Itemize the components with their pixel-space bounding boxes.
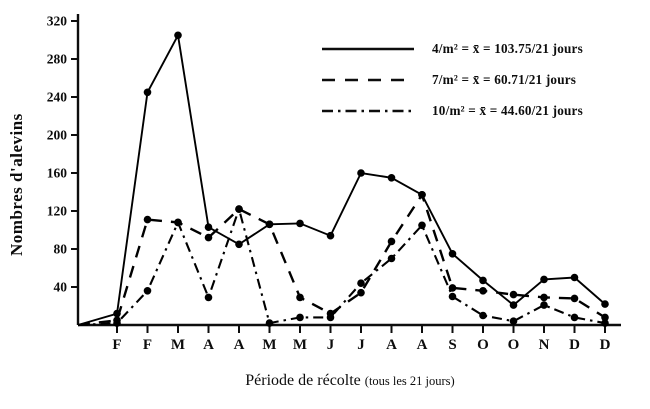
series-1-point xyxy=(357,288,365,297)
series-0-point xyxy=(479,276,487,285)
series-0-point xyxy=(235,240,243,249)
x-tick-label: A xyxy=(417,337,428,353)
series-2-point xyxy=(113,319,121,327)
series-2-point xyxy=(479,311,487,320)
series-1-point xyxy=(570,294,579,303)
y-tick-label: 40 xyxy=(54,280,68,295)
y-tick-label: 320 xyxy=(47,14,68,29)
series-2-point xyxy=(418,221,426,230)
x-tick-label: D xyxy=(569,337,580,353)
y-axis-title: Nombres d'alevins xyxy=(7,113,26,257)
series-2-point xyxy=(143,287,152,295)
x-tick-label: S xyxy=(448,337,456,353)
series-2-point xyxy=(448,292,457,301)
series-1-point xyxy=(418,191,426,199)
series-2-point xyxy=(265,319,274,327)
x-tick-label: N xyxy=(539,337,550,353)
legend: 4/m² = x̄ = 103.75/21 jours 7/m² = x̄ = … xyxy=(318,33,583,126)
series-0-point xyxy=(143,88,152,97)
legend-line-dashed-icon xyxy=(322,78,414,81)
series-2-point xyxy=(235,205,243,213)
series-0-point xyxy=(540,275,548,284)
x-tick-label: A xyxy=(386,337,397,353)
series-2-point xyxy=(540,301,548,309)
x-axis-title-suffix: (tous les 21 jours) xyxy=(364,374,455,388)
x-tick-label: A xyxy=(234,337,245,353)
legend-label: 7/m² = x̄ = 60.71/21 jours xyxy=(432,71,577,87)
x-tick-label: D xyxy=(600,337,611,353)
series-0-point xyxy=(357,169,365,177)
series-1-point xyxy=(509,290,518,299)
series-0-point xyxy=(509,301,518,309)
series-1-point xyxy=(204,233,213,242)
series-line-2 xyxy=(77,205,606,327)
y-tick-label: 120 xyxy=(47,204,68,219)
x-tick-label: F xyxy=(143,337,152,353)
series-1-point xyxy=(296,293,304,302)
series-2-point xyxy=(326,313,335,322)
series-2-point xyxy=(174,218,182,227)
series-2-point xyxy=(357,279,365,288)
series-line-0 xyxy=(77,32,606,326)
x-tick-label: O xyxy=(477,337,489,353)
legend-item-7m2: 7/m² = x̄ = 60.71/21 jours xyxy=(318,64,583,95)
series-2-point xyxy=(570,313,579,322)
x-tick-label: M xyxy=(262,337,276,353)
series-1-point xyxy=(479,287,487,295)
series-2-point xyxy=(296,313,304,322)
y-tick-label: 80 xyxy=(54,242,68,257)
series-1-point xyxy=(601,313,609,322)
y-tick-label: 280 xyxy=(47,52,68,67)
legend-line-solid-icon xyxy=(322,47,414,50)
legend-label: 4/m² = x̄ = 103.75/21 jours xyxy=(432,40,583,56)
series-2-point xyxy=(204,293,213,302)
legend-line-dashdot-icon xyxy=(322,109,414,112)
y-tick-label: 240 xyxy=(47,90,68,105)
series-0-point xyxy=(296,219,304,228)
y-tick-label: 160 xyxy=(47,166,68,181)
x-axis-title-main: Période de récolte xyxy=(245,372,361,389)
series-0-point xyxy=(174,31,182,40)
x-tick-label: M xyxy=(293,337,307,353)
series-1-point xyxy=(265,220,274,229)
y-tick-label: 200 xyxy=(47,128,68,143)
x-tick-label: F xyxy=(112,337,121,353)
series-line-1 xyxy=(77,192,606,327)
series-0-point xyxy=(204,223,213,231)
legend-label: 10/m² = x̄ = 44.60/21 jours xyxy=(432,102,583,118)
series-0-point xyxy=(326,231,335,240)
x-tick-label: M xyxy=(171,337,185,353)
series-0-point xyxy=(448,250,457,258)
series-0-point xyxy=(570,273,579,282)
legend-item-10m2: 10/m² = x̄ = 44.60/21 jours xyxy=(318,95,583,126)
series-1-point xyxy=(540,293,548,302)
x-tick-label: A xyxy=(203,337,214,353)
series-1-point xyxy=(387,237,396,246)
x-tick-label: J xyxy=(357,337,365,353)
series-0-point xyxy=(387,174,396,182)
x-axis-title: Période de récolte (tous les 21 jours) xyxy=(78,372,622,390)
series-1-point xyxy=(143,215,152,224)
series-2-point xyxy=(509,317,518,326)
series-2-point xyxy=(387,254,396,263)
x-tick-label: O xyxy=(508,337,520,353)
x-tick-label: J xyxy=(327,337,335,353)
series-0-point xyxy=(601,300,609,308)
legend-item-4m2: 4/m² = x̄ = 103.75/21 jours xyxy=(318,33,583,64)
series-2-point xyxy=(601,319,609,327)
